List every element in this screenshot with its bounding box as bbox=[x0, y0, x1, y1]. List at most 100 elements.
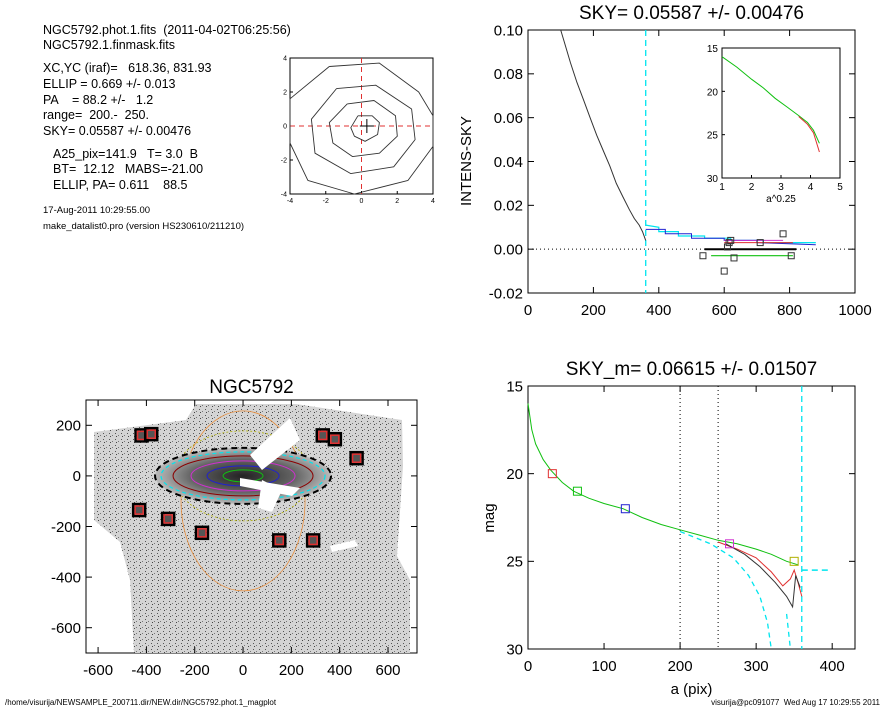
isophote-cyan bbox=[160, 451, 326, 501]
sky-value: SKY= 0.05587 +/- 0.00476 bbox=[43, 124, 192, 138]
sky-xtick-label-3: 600 bbox=[712, 302, 737, 319]
mag-square-1 bbox=[572, 486, 582, 496]
inset-xtick-label-4: 5 bbox=[837, 182, 843, 193]
masked-source-outer-7 bbox=[194, 525, 210, 541]
inset-red-line bbox=[798, 116, 820, 153]
inset-green-line bbox=[721, 56, 820, 144]
inset-xlabel: a^0.25 bbox=[766, 194, 796, 205]
masked-source-outer-5 bbox=[131, 502, 147, 518]
saturation-mask-3 bbox=[258, 480, 282, 512]
sky-ytick-label-1: 0.00 bbox=[494, 241, 523, 258]
mag-ytick-label-0: 15 bbox=[506, 378, 523, 395]
footer-user: visurija@pc091077 Wed Aug 17 10:29:55 20… bbox=[711, 698, 880, 707]
inset-frame bbox=[721, 47, 841, 179]
mag-square-0 bbox=[547, 469, 557, 479]
masked-source-outer-3 bbox=[327, 431, 343, 447]
image-content bbox=[94, 404, 410, 653]
masked-source-6 bbox=[163, 514, 173, 524]
sky-square-2 bbox=[723, 243, 731, 251]
sky-ytick-label-0: -0.02 bbox=[489, 285, 523, 302]
image-title: NGC5792 bbox=[209, 377, 294, 398]
mag-xtick-label-1: 100 bbox=[592, 658, 617, 675]
sky-ytick-label-4: 0.06 bbox=[494, 110, 523, 127]
inset-xtick-label-1: 2 bbox=[749, 182, 755, 193]
mag-xtick-label-2: 200 bbox=[668, 658, 693, 675]
contour-xtick-label-2: 0 bbox=[360, 198, 364, 205]
image-xtick-label-6: 600 bbox=[375, 662, 400, 679]
sky-plot-ylabel: INTENS-SKY bbox=[458, 116, 475, 206]
sky-xtick-label-0: 0 bbox=[524, 302, 532, 319]
contour-level-2 bbox=[310, 84, 416, 175]
sky-square-1 bbox=[720, 267, 728, 275]
inset-ytick-label-1: 20 bbox=[707, 87, 719, 98]
mag-plot-ylabel: mag bbox=[481, 503, 498, 532]
inset-ytick-label-0: 15 bbox=[707, 44, 719, 55]
mag-cyan-dashed-2 bbox=[785, 613, 792, 650]
masked-source-7 bbox=[197, 528, 207, 538]
masked-source-outer-1 bbox=[143, 426, 159, 442]
image-ytick-label-1: -400 bbox=[51, 569, 81, 586]
mag-square-2 bbox=[620, 504, 630, 514]
sky-ytick-label-6: 0.10 bbox=[494, 22, 523, 39]
a25-info: A25_pix=141.9 T= 3.0 B bbox=[53, 147, 199, 161]
image-ytick-label-2: -200 bbox=[51, 519, 81, 536]
image-xtick-label-4: 200 bbox=[279, 662, 304, 679]
contour-ytick-label-1: -2 bbox=[281, 158, 287, 165]
sky-square-6 bbox=[756, 239, 764, 247]
mag-ytick-label-3: 30 bbox=[506, 641, 523, 658]
sky-square-4 bbox=[727, 236, 735, 244]
fit-range: range= 200.- 250. bbox=[43, 108, 149, 122]
file-name: NGC5792.phot.1.fits (2011-04-02T06:25:56… bbox=[43, 23, 291, 37]
mag-xtick-label-0: 0 bbox=[524, 658, 532, 675]
contour-ytick-label-3: 2 bbox=[283, 90, 287, 97]
sky-xtick-label-4: 800 bbox=[777, 302, 802, 319]
mask-name: NGC5792.1.finmask.fits bbox=[43, 38, 175, 52]
mag-plot-title: SKY_m= 0.06615 +/- 0.01507 bbox=[566, 359, 817, 380]
masked-source-2 bbox=[318, 430, 328, 441]
masked-source-9 bbox=[308, 535, 318, 546]
sky-ytick-label-5: 0.08 bbox=[494, 66, 523, 83]
center-coords: XC,YC (iraf)= 618.36, 831.93 bbox=[43, 61, 212, 75]
inset-xtick-label-2: 3 bbox=[778, 182, 784, 193]
image-xtick-label-2: -200 bbox=[180, 662, 210, 679]
mag-xtick-label-3: 300 bbox=[744, 658, 769, 675]
mag-square-3 bbox=[725, 539, 735, 549]
mag-green-line bbox=[527, 403, 799, 566]
masked-source-outer-4 bbox=[349, 450, 364, 466]
image-xtick-label-0: -600 bbox=[83, 662, 113, 679]
sky-ytick-label-2: 0.02 bbox=[494, 198, 523, 215]
image-xtick-label-5: 400 bbox=[327, 662, 352, 679]
mag-xtick-label-4: 400 bbox=[820, 658, 845, 675]
sky-xtick-label-5: 1000 bbox=[838, 302, 871, 319]
sky-ytick-label-3: 0.04 bbox=[494, 154, 523, 171]
sky-profile-line bbox=[560, 29, 647, 241]
bt-info: BT= 12.12 MABS=-21.00 bbox=[53, 162, 204, 176]
sky-square-5 bbox=[730, 254, 738, 262]
sky-square-7 bbox=[779, 230, 787, 238]
masked-source-4 bbox=[351, 453, 362, 463]
image-ytick-label-3: 0 bbox=[73, 468, 81, 485]
contour-level-0 bbox=[350, 115, 380, 142]
image-ytick-label-4: 200 bbox=[56, 418, 81, 435]
position-angle: PA = 88.2 +/- 1.2 bbox=[43, 93, 154, 107]
contour-ytick-label-0: -4 bbox=[281, 192, 287, 199]
footer-path: /home/visurija/NEWSAMPLE_200711.dir/NEW.… bbox=[5, 698, 277, 707]
masked-source-1 bbox=[146, 429, 156, 439]
masked-source-outer-9 bbox=[305, 533, 321, 548]
ellipticity: ELLIP = 0.669 +/- 0.013 bbox=[43, 77, 176, 91]
ellip-pa-info: ELLIP, PA= 0.611 88.5 bbox=[53, 178, 188, 192]
mag-square-4 bbox=[789, 556, 799, 566]
image-ytick-label-0: -600 bbox=[51, 620, 81, 637]
mag-black-line bbox=[725, 543, 801, 609]
contour-ytick-label-2: 0 bbox=[283, 124, 287, 131]
contour-xtick-label-3: 2 bbox=[395, 198, 399, 205]
contour-xtick-label-0: -4 bbox=[287, 198, 293, 205]
saturation-mask-4 bbox=[330, 540, 358, 552]
sky-square-0 bbox=[699, 252, 707, 260]
masked-source-3 bbox=[330, 434, 340, 444]
image-xtick-label-3: 0 bbox=[239, 662, 247, 679]
mag-ytick-label-2: 25 bbox=[506, 554, 523, 571]
contour-ytick-label-4: 4 bbox=[283, 56, 287, 63]
program-version: make_datalist0.pro (version HS230610/211… bbox=[43, 221, 245, 232]
